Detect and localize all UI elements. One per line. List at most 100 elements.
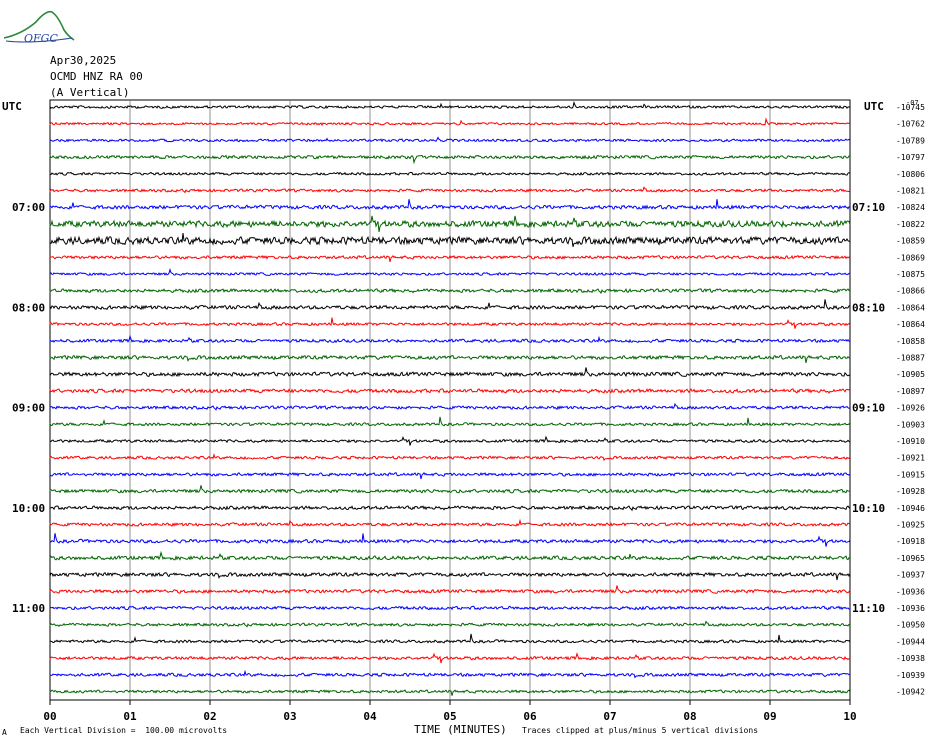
trace-value-label: -10905 (896, 370, 925, 379)
scale-note: Each Vertical Division = 100.00 microvol… (20, 726, 228, 735)
trace-value-label: -10944 (896, 637, 925, 646)
trace-line (49, 154, 851, 165)
trace-value-label: -10965 (896, 554, 925, 563)
hour-label-right: 10:10 (852, 502, 885, 515)
trace-line (49, 317, 851, 329)
trace-line (49, 585, 851, 594)
x-tick-label: 02 (203, 710, 216, 723)
hour-label-left: 08:00 (12, 301, 45, 314)
trace-line (49, 605, 851, 611)
trace-line (49, 354, 851, 364)
hour-label-right: 09:10 (852, 402, 885, 415)
trace-line (49, 388, 851, 394)
component-label: (A Vertical) (50, 86, 130, 99)
trace-line (49, 689, 851, 696)
trace-line (49, 518, 851, 527)
x-tick-label: 09 (763, 710, 776, 723)
date-label: Apr30,2025 (50, 54, 117, 67)
trace-value-label: -10864 (896, 303, 925, 312)
clip-note: Traces clipped at plus/minus 5 vertical … (522, 726, 759, 735)
trace-line (49, 199, 851, 210)
trace-line (49, 669, 850, 679)
trace-value-label: -10864 (896, 320, 925, 329)
trace-value-label: -10897 (896, 387, 925, 396)
trace-line (49, 485, 851, 494)
trace-line (49, 288, 851, 295)
trace-line (49, 571, 851, 581)
trace-value-label: -10928 (896, 487, 925, 496)
trace-value-label: -10762 (896, 120, 925, 129)
trace-value-label: -10939 (896, 671, 925, 680)
trace-line (49, 268, 851, 276)
trace-value-label: -10915 (896, 470, 925, 479)
station-label: OCMD HNZ RA 00 (50, 70, 143, 83)
trace-value-label: -10936 (896, 587, 925, 596)
ofgc-logo-icon: OFGC (3, 10, 75, 45)
trace-value-label: -10921 (896, 454, 925, 463)
trace-line (49, 550, 851, 561)
trace-line (49, 100, 851, 109)
trace-value-label: -10925 (896, 521, 925, 530)
trace-line (49, 416, 851, 427)
hour-label-left: 07:00 (12, 201, 45, 214)
trace-value-label: -10822 (896, 220, 925, 229)
trace-value-label: -10866 (896, 287, 925, 296)
trace-line (49, 186, 851, 194)
hour-label-left: 10:00 (12, 502, 45, 515)
trace-line (49, 136, 851, 143)
x-tick-label: 03 (283, 710, 296, 723)
trace-line (49, 117, 851, 127)
hour-label-right: 07:10 (852, 201, 885, 214)
trace-line (49, 215, 851, 232)
trace-line (49, 620, 851, 628)
trace-line (49, 652, 851, 664)
trace-top-label: -07 (906, 99, 919, 107)
x-tick-label: 10 (843, 710, 856, 723)
trace-line (49, 435, 851, 446)
trace-line (49, 171, 851, 177)
trace-value-label: -10797 (896, 153, 925, 162)
trace-value-label: -10936 (896, 604, 925, 613)
trace-value-label: -10950 (896, 621, 925, 630)
trace-value-label: -10887 (896, 354, 925, 363)
hour-label-left: 09:00 (12, 402, 45, 415)
trace-value-label: -10745 (896, 103, 925, 112)
trace-line (49, 233, 851, 247)
x-axis-label: TIME (MINUTES) (414, 723, 507, 736)
trace-value-label: -10824 (896, 203, 925, 212)
trace-value-label: -10858 (896, 337, 925, 346)
trace-value-label: -10926 (896, 404, 925, 413)
trace-line (49, 505, 851, 512)
x-tick-label: 00 (43, 710, 56, 723)
trace-value-label: -10903 (896, 420, 925, 429)
hour-label-left: 11:00 (12, 602, 45, 615)
x-tick-label: 05 (443, 710, 456, 723)
x-tick-label: 06 (523, 710, 537, 723)
trace-value-label: -10875 (896, 270, 925, 279)
trace-line (49, 453, 851, 462)
trace-value-label: -10938 (896, 654, 925, 663)
trace-value-label: -10789 (896, 136, 925, 145)
trace-value-label: -10942 (896, 688, 925, 697)
right-timezone-label: UTC (864, 100, 884, 113)
trace-line (49, 299, 851, 311)
x-tick-label: 04 (363, 710, 377, 723)
hour-label-right: 08:10 (852, 301, 885, 314)
trace-value-label: -10806 (896, 170, 925, 179)
trace-line (49, 402, 851, 411)
trace-value-label: -10937 (896, 571, 925, 580)
trace-value-label: -10946 (896, 504, 925, 513)
trace-value-label: -10910 (896, 437, 925, 446)
logo-text: OFGC (24, 32, 58, 45)
trace-line (49, 254, 851, 263)
trace-line (49, 633, 851, 644)
corner-mark: A (2, 728, 7, 737)
trace-line (49, 472, 851, 480)
left-timezone-label: UTC (2, 100, 22, 113)
trace-line (49, 533, 851, 547)
x-tick-label: 01 (123, 710, 137, 723)
trace-value-label: -10859 (896, 237, 925, 246)
x-tick-label: 08 (683, 710, 696, 723)
trace-line (49, 334, 851, 344)
